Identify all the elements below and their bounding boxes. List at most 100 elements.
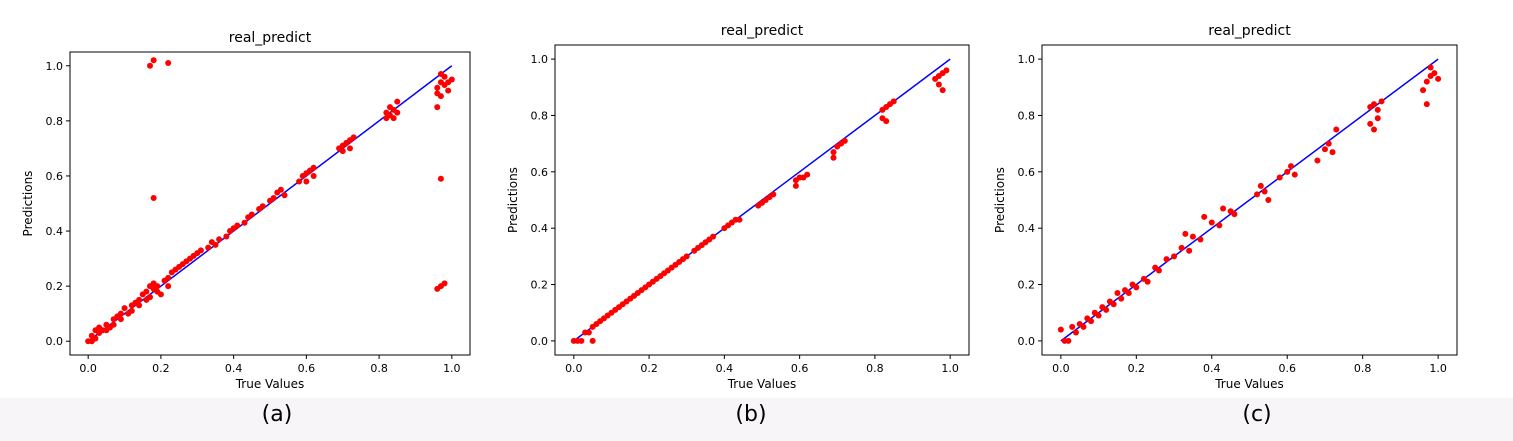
scatter-point <box>445 87 452 94</box>
chart-panel-3: real_predict 0.0 0.2 0.4 0.6 0.8 1.0 0.0 0.2 0.4 0… <box>993 23 1458 391</box>
x-tick-label: 0.6 <box>791 362 809 375</box>
chart-panel-1: real_predict 0.0 0.2 0.4 0.6 0.8 1.0 0.0 0.2 0.4 0… <box>21 30 471 391</box>
scatter-point <box>1189 233 1196 240</box>
panel-caption: (b) <box>735 402 766 427</box>
y-tick-label: 1.0 <box>46 60 64 73</box>
scatter-point <box>883 118 890 125</box>
scatter-point <box>212 241 219 248</box>
scatter-point <box>1423 78 1430 85</box>
x-tick-label: 0.0 <box>565 362 583 375</box>
scatter-point <box>736 216 743 223</box>
scatter-point <box>234 222 241 229</box>
scatter-point <box>1125 290 1132 296</box>
x-tick-label: 0.4 <box>225 362 243 375</box>
scatter-point <box>804 171 811 178</box>
y-tick-label: 0.4 <box>531 222 549 235</box>
scatter-point <box>259 203 266 210</box>
scatter-point <box>578 337 585 344</box>
scatter-point <box>277 186 284 193</box>
scatter-point <box>1367 120 1374 127</box>
scatter-point <box>1431 70 1438 77</box>
scatter-point <box>448 76 455 83</box>
x-tick-label: 0.2 <box>152 362 170 375</box>
scatter-point <box>1208 219 1215 226</box>
scatter-point <box>1171 253 1178 260</box>
y-tick-label: 0.4 <box>1018 222 1036 235</box>
scatter-point <box>310 164 317 171</box>
y-tick-label: 0.8 <box>1018 109 1036 122</box>
scatter-point <box>683 253 690 260</box>
scatter-point <box>1374 106 1381 113</box>
scatter-point <box>92 335 99 342</box>
x-axis-label: True Values <box>727 377 797 391</box>
scatter-point <box>1057 326 1064 333</box>
scatter-point <box>1284 168 1291 175</box>
scatter-point <box>890 98 897 105</box>
x-tick-label: 0.8 <box>866 362 884 375</box>
x-tick-label: 0.6 <box>1278 362 1296 375</box>
scatter-point <box>1072 329 1079 336</box>
scatter-point <box>165 283 172 290</box>
y-tick-label: 0.0 <box>531 335 549 348</box>
scatter-point <box>1095 312 1102 319</box>
scatter-point <box>310 172 317 179</box>
scatter-point <box>147 62 153 69</box>
scatter-point <box>1163 256 1170 263</box>
scatter-point <box>437 71 444 78</box>
scatter-point <box>437 93 444 100</box>
scatter-point <box>128 307 135 314</box>
scatter-point <box>205 244 212 251</box>
x-axis-label: True Values <box>235 377 305 391</box>
scatter-point <box>1065 337 1072 344</box>
scatter-point <box>1257 182 1264 189</box>
y-tick-label: 0.2 <box>46 280 64 293</box>
scatter-point <box>939 87 946 94</box>
scatter-point <box>1080 323 1087 330</box>
scatter-point <box>1231 211 1238 218</box>
scatter-point <box>589 337 596 344</box>
y-tick-label: 1.0 <box>1018 53 1036 66</box>
scatter-point <box>223 233 230 240</box>
scatter-point <box>1069 323 1076 330</box>
chart-title: real_predict <box>229 30 312 46</box>
scatter-point <box>136 296 143 303</box>
scatter-point <box>830 149 837 156</box>
scatter-point <box>1276 174 1283 181</box>
scatter-point <box>1261 188 1268 195</box>
scatter-point <box>434 84 441 91</box>
scatter-point <box>792 182 799 189</box>
scatter-point <box>1186 247 1193 254</box>
scatter-point <box>1110 301 1117 308</box>
x-tick-label: 0.2 <box>640 362 658 375</box>
scatter-point <box>1178 244 1185 251</box>
scatter-point <box>1291 171 1298 178</box>
scatter-point <box>1118 295 1125 302</box>
y-tick-label: 0.8 <box>46 115 64 128</box>
scatter-point <box>136 302 143 309</box>
scatter-point <box>1155 267 1162 274</box>
scatter-point <box>1374 115 1381 122</box>
scatter-point <box>197 247 204 254</box>
x-axis-label: True Values <box>1214 377 1284 391</box>
scatter-point <box>1314 157 1321 164</box>
scatter-point <box>1423 101 1430 108</box>
scatter-point <box>1378 98 1385 105</box>
scatter-point <box>121 305 128 312</box>
x-tick-label: 0.4 <box>1203 362 1221 375</box>
scatter-point <box>270 194 277 201</box>
scatter-point <box>216 236 223 243</box>
scatter-point <box>434 285 441 292</box>
scatter-point <box>830 154 837 161</box>
scatter-point <box>296 178 303 185</box>
scatter-point <box>147 294 153 301</box>
scatter-point <box>350 134 357 141</box>
scatter-point <box>165 274 172 281</box>
scatter-point <box>441 280 448 287</box>
x-tick-label: 1.0 <box>1429 362 1447 375</box>
scatter-point <box>241 219 248 226</box>
scatter-point <box>1114 290 1121 296</box>
scatter-point <box>154 283 161 290</box>
x-tick-label: 0.8 <box>1354 362 1372 375</box>
